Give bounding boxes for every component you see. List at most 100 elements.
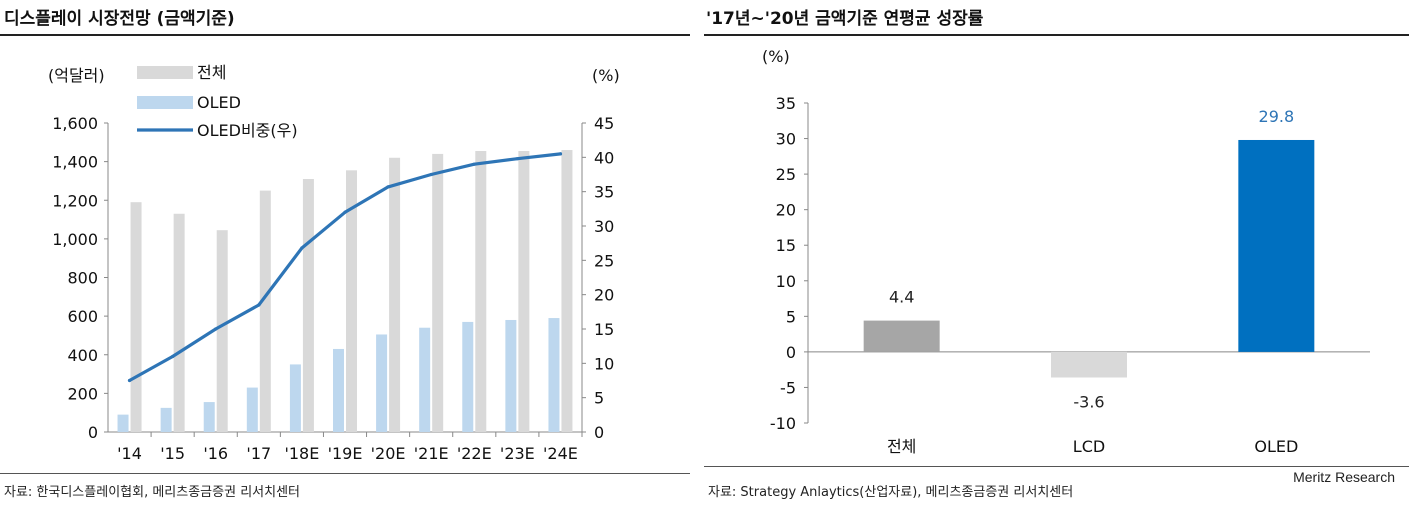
x-tick-label: '16 — [203, 444, 228, 463]
y-tick-label: 20 — [776, 201, 796, 220]
growth-rate-chart: 35 30 25 20 15 10 5 0 -5 -10 (%) 4.4 전체 -3.6 LCD 29.8 OL… — [762, 47, 1370, 456]
total-bar — [389, 157, 401, 432]
oled-share-point — [300, 246, 304, 250]
total-bar — [432, 153, 444, 432]
oled-bar — [333, 348, 344, 432]
total-bar — [173, 213, 185, 432]
growth-bar — [1051, 351, 1127, 378]
total-bar — [518, 151, 530, 433]
y-tick-label: -10 — [770, 414, 796, 433]
oled-bar — [419, 327, 431, 432]
oled-bar — [289, 364, 301, 432]
left-source-note: 자료: 한국디스플레이협회, 메리츠종금증권 리서치센터 — [4, 485, 300, 500]
legend-label-oled: OLED — [197, 93, 241, 112]
oled-share-point — [343, 210, 347, 214]
legend-swatch-oled — [137, 96, 193, 109]
oled-share-point — [558, 152, 563, 156]
x-tick-label: '20E — [371, 444, 406, 463]
y-tick-label: 30 — [776, 130, 796, 149]
x-tick-label: '21E — [414, 444, 449, 463]
legend-swatch-total — [137, 66, 193, 79]
total-bar — [561, 150, 573, 432]
left-y-axis-unit: (억달러) — [48, 66, 105, 85]
oled-bar — [548, 318, 560, 432]
y-tick-label: 5 — [786, 307, 796, 326]
data-label: 29.8 — [1259, 107, 1295, 126]
y-tick-label: 10 — [776, 272, 796, 291]
y-tick-label: 15 — [776, 236, 796, 255]
oled-bar — [376, 334, 388, 432]
x-tick-label: '22E — [457, 444, 492, 463]
oled-share-point — [214, 327, 218, 331]
x-tick-label: '17 — [246, 444, 271, 463]
left-y-tick-label: 1,000 — [52, 230, 98, 249]
y-tick-label: 35 — [776, 94, 796, 113]
right-y-tick-label: 40 — [594, 148, 614, 167]
oled-share-point — [386, 185, 390, 189]
oled-share-line — [127, 152, 563, 383]
oled-share-point — [472, 162, 476, 166]
oled-share-point — [171, 354, 175, 359]
oled-share-point — [429, 172, 433, 177]
left-y-tick-label: 1,200 — [52, 191, 98, 210]
right-y-tick-label: 5 — [594, 389, 604, 408]
right-y-axis-unit: (%) — [592, 66, 620, 85]
left-y-tick-label: 0 — [88, 423, 98, 442]
y-axis-unit: (%) — [762, 47, 790, 66]
legend-label-total: 전체 — [197, 63, 226, 82]
total-bar — [346, 170, 357, 433]
total-bar — [216, 230, 228, 432]
oled-share-point — [127, 378, 132, 383]
y-tick-label: 0 — [786, 343, 796, 362]
oled-bar — [246, 387, 258, 432]
x-category-label: OLED — [1254, 437, 1298, 456]
right-y-tick-label: 20 — [594, 286, 614, 305]
oled-bar — [203, 402, 215, 432]
data-label: 4.4 — [889, 288, 914, 307]
right-source-note: 자료: Strategy Anlaytics(산업자료), 메리츠종금증권 리서… — [708, 485, 1074, 500]
total-bar — [302, 179, 314, 432]
data-label: -3.6 — [1073, 392, 1104, 411]
left-source-rule — [0, 473, 690, 474]
brand-label: Meritz Research — [1293, 469, 1395, 485]
x-tick-label: '24E — [543, 444, 578, 463]
x-tick-label: '18E — [284, 444, 319, 463]
oled-bar — [462, 321, 474, 432]
right-y-tick-label: 30 — [594, 217, 614, 236]
right-y-tick-label: 10 — [594, 354, 614, 373]
total-bar — [259, 190, 271, 432]
total-bar — [475, 151, 487, 433]
oled-share-point — [257, 303, 261, 307]
y-tick-label: -5 — [780, 378, 796, 397]
right-title-rule — [704, 34, 1409, 36]
x-tick-label: '23E — [500, 444, 535, 463]
left-y-tick-label: 400 — [67, 346, 98, 365]
oled-bar — [117, 414, 129, 432]
right-source-rule — [704, 466, 1409, 467]
y-tick-label: 25 — [776, 165, 796, 184]
right-y-tick-label: 0 — [594, 423, 604, 442]
oled-share-point — [515, 157, 519, 161]
growth-bar — [863, 320, 940, 352]
left-title-rule — [0, 34, 690, 36]
left-chart-title: 디스플레이 시장전망 (금액기준) — [4, 9, 235, 29]
right-chart-title: '17년~'20년 금액기준 연평균 성장률 — [706, 9, 984, 29]
market-outlook-chart: 1,6001,4001,2001,00080060040020004540353… — [48, 63, 620, 463]
left-y-tick-label: 600 — [67, 307, 98, 326]
right-y-tick-label: 35 — [594, 183, 614, 202]
x-tick-label: '19E — [328, 444, 363, 463]
oled-bar — [160, 407, 172, 432]
growth-bar — [1238, 139, 1315, 352]
right-y-tick-label: 45 — [594, 114, 614, 133]
total-bar — [130, 202, 142, 432]
right-y-tick-label: 25 — [594, 251, 614, 270]
right-y-tick-label: 15 — [594, 320, 614, 339]
left-y-tick-label: 800 — [67, 269, 98, 288]
x-tick-label: '14 — [117, 444, 142, 463]
left-y-tick-label: 1,600 — [52, 114, 98, 133]
x-category-label: LCD — [1073, 437, 1105, 456]
left-y-tick-label: 200 — [67, 384, 98, 403]
x-category-label: 전체 — [887, 437, 916, 456]
left-y-tick-label: 1,400 — [52, 153, 98, 172]
